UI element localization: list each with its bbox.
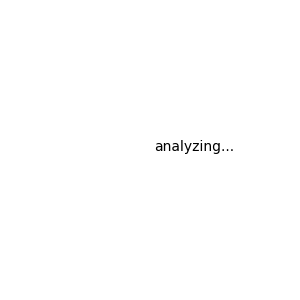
Text: analyzing...: analyzing... [154,140,234,154]
